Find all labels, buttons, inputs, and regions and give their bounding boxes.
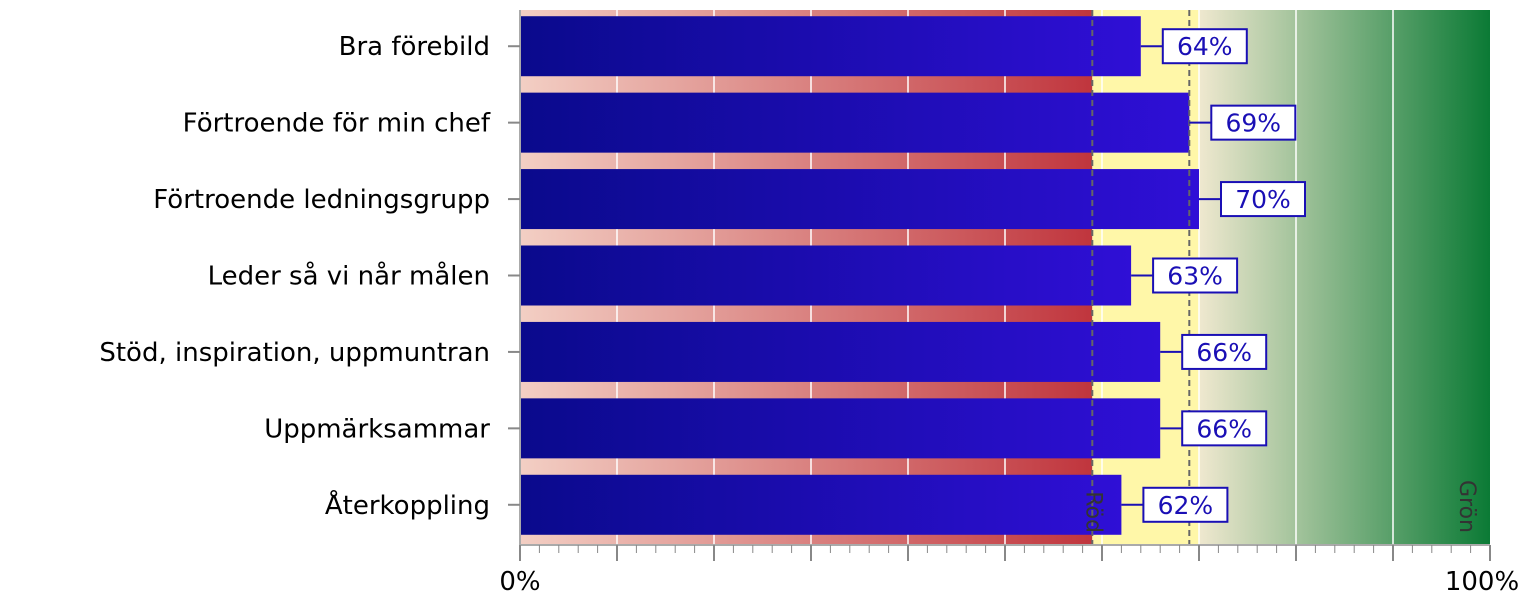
category-label: Stöd, inspiration, uppmuntran <box>99 338 490 368</box>
threshold-label: Grön <box>1454 480 1479 533</box>
data-label: 62% <box>1158 491 1214 520</box>
zone-green <box>1199 10 1490 545</box>
category-label: Förtroende för min chef <box>183 109 491 139</box>
data-label-box <box>1181 333 1268 370</box>
threshold-lines: Röd Grön <box>1080 10 1479 545</box>
x-axis: 0% 100% <box>499 10 1519 597</box>
category-label: Bra förebild <box>339 32 490 62</box>
bar <box>520 398 1161 459</box>
data-label: 66% <box>1196 414 1252 443</box>
data-label-box <box>1210 104 1297 141</box>
data-label: 69% <box>1226 109 1282 138</box>
x-tick-label: 0% <box>499 567 540 597</box>
bar <box>520 169 1199 230</box>
bar <box>520 321 1161 382</box>
data-label-box <box>1142 486 1229 523</box>
category-label: Uppmärksammar <box>264 414 490 444</box>
data-label-box <box>1220 181 1306 218</box>
bar <box>520 245 1132 306</box>
threshold-label: Röd <box>1080 491 1105 533</box>
data-label: 63% <box>1167 262 1223 291</box>
category-label: Återkoppling <box>325 489 490 521</box>
data-label: 64% <box>1177 32 1233 61</box>
data-label: 70% <box>1235 185 1291 214</box>
data-label-box <box>1181 410 1268 447</box>
category-label: Förtroende ledningsgrupp <box>153 185 490 215</box>
bar <box>520 474 1122 535</box>
data-label-box <box>1161 28 1248 65</box>
bars <box>520 16 1199 535</box>
x-tick-label: 100% <box>1445 567 1519 597</box>
y-axis: Bra förebild Förtroende för min chef Förtr… <box>99 32 520 521</box>
category-label: Leder så vi når målen <box>208 261 490 292</box>
bar <box>520 16 1141 77</box>
data-label: 66% <box>1196 338 1252 367</box>
data-labels: 64% 69% 70% 63% 66% 66% 62% <box>1121 28 1306 523</box>
bar <box>520 92 1190 153</box>
data-label-box <box>1152 257 1239 294</box>
